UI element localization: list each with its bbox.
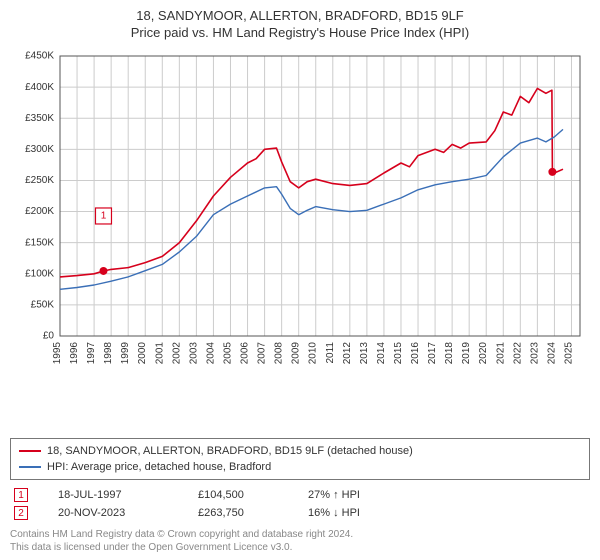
title-main: 18, SANDYMOOR, ALLERTON, BRADFORD, BD15 … (10, 8, 590, 23)
svg-text:2023: 2023 (529, 342, 540, 365)
svg-text:2020: 2020 (478, 342, 489, 365)
footnote-line: This data is licensed under the Open Gov… (10, 541, 590, 554)
footnote: Contains HM Land Registry data © Crown c… (10, 528, 590, 554)
titles: 18, SANDYMOOR, ALLERTON, BRADFORD, BD15 … (10, 8, 590, 40)
svg-text:2006: 2006 (240, 342, 251, 365)
svg-text:£100K: £100K (25, 268, 54, 279)
svg-text:2019: 2019 (461, 342, 472, 365)
title-sub: Price paid vs. HM Land Registry's House … (10, 25, 590, 40)
svg-text:2018: 2018 (444, 342, 455, 365)
svg-text:£300K: £300K (25, 144, 54, 155)
svg-text:£400K: £400K (25, 82, 54, 93)
svg-text:2015: 2015 (393, 342, 404, 365)
marker-badge: 1 (14, 488, 28, 502)
table-row: 1 18-JUL-1997 £104,500 27% ↑ HPI (10, 486, 590, 504)
sale-price: £263,750 (198, 507, 278, 519)
svg-text:2021: 2021 (495, 342, 506, 365)
svg-text:1: 1 (101, 210, 107, 221)
svg-text:2024: 2024 (546, 342, 557, 365)
chart-area: £0 £50K £100K £150K £200K £250K £300K £350K £400… (10, 46, 590, 432)
svg-text:2010: 2010 (308, 342, 319, 365)
svg-text:2025: 2025 (563, 342, 574, 365)
data-points-table: 1 18-JUL-1997 £104,500 27% ↑ HPI 2 20-NO… (10, 486, 590, 522)
svg-text:£150K: £150K (25, 237, 54, 248)
legend-box: 18, SANDYMOOR, ALLERTON, BRADFORD, BD15 … (10, 438, 590, 480)
svg-text:£450K: £450K (25, 51, 54, 62)
svg-text:2001: 2001 (154, 342, 165, 365)
svg-text:2016: 2016 (410, 342, 421, 365)
svg-text:2005: 2005 (222, 342, 233, 365)
svg-text:2009: 2009 (291, 342, 302, 365)
hpi-delta: 27% ↑ HPI (308, 489, 388, 501)
marker-badge: 2 (14, 506, 28, 520)
table-row: 2 20-NOV-2023 £263,750 16% ↓ HPI (10, 504, 590, 522)
svg-text:2013: 2013 (359, 342, 370, 365)
svg-text:£350K: £350K (25, 113, 54, 124)
svg-text:1995: 1995 (52, 342, 63, 365)
svg-text:2008: 2008 (274, 342, 285, 365)
legend-swatch (19, 450, 41, 452)
svg-text:2007: 2007 (257, 342, 268, 365)
svg-text:1997: 1997 (86, 342, 97, 365)
svg-text:2022: 2022 (512, 342, 523, 365)
legend-row: 18, SANDYMOOR, ALLERTON, BRADFORD, BD15 … (19, 443, 581, 459)
legend-label: 18, SANDYMOOR, ALLERTON, BRADFORD, BD15 … (47, 445, 413, 457)
svg-text:2000: 2000 (137, 342, 148, 365)
svg-text:2017: 2017 (427, 342, 438, 365)
footnote-line: Contains HM Land Registry data © Crown c… (10, 528, 590, 541)
hpi-delta: 16% ↓ HPI (308, 507, 388, 519)
sale-price: £104,500 (198, 489, 278, 501)
legend-label: HPI: Average price, detached house, Brad… (47, 461, 271, 473)
svg-text:1998: 1998 (103, 342, 114, 365)
svg-text:£250K: £250K (25, 175, 54, 186)
chart-container: 18, SANDYMOOR, ALLERTON, BRADFORD, BD15 … (0, 0, 600, 560)
svg-text:2012: 2012 (342, 342, 353, 365)
svg-text:2002: 2002 (171, 342, 182, 365)
svg-text:2003: 2003 (188, 342, 199, 365)
svg-text:1999: 1999 (120, 342, 131, 365)
svg-text:2014: 2014 (376, 342, 387, 365)
svg-text:£50K: £50K (31, 300, 55, 311)
sale-date: 18-JUL-1997 (58, 489, 168, 501)
svg-text:2011: 2011 (325, 342, 336, 364)
svg-text:£200K: £200K (25, 206, 54, 217)
svg-text:1996: 1996 (69, 342, 80, 365)
legend-row: HPI: Average price, detached house, Brad… (19, 459, 581, 475)
sale-date: 20-NOV-2023 (58, 507, 168, 519)
svg-text:2004: 2004 (205, 342, 216, 365)
legend-swatch (19, 466, 41, 468)
line-chart-svg: £0 £50K £100K £150K £200K £250K £300K £350K £400… (10, 46, 590, 376)
svg-text:£0: £0 (43, 331, 55, 342)
